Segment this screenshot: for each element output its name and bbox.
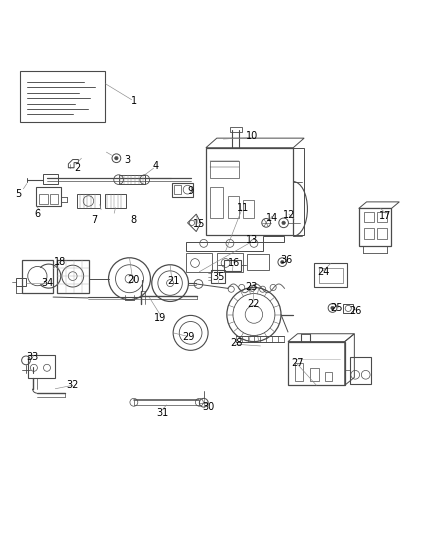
Bar [206, 148, 293, 235]
Text: 29: 29 [182, 332, 194, 342]
Text: 15: 15 [193, 219, 205, 229]
Bar [294, 364, 303, 381]
Circle shape [281, 261, 284, 264]
Text: 33: 33 [26, 352, 38, 362]
Bar [318, 268, 343, 283]
Text: 8: 8 [131, 215, 137, 225]
Bar [210, 187, 223, 217]
Bar [42, 174, 58, 184]
Bar [325, 372, 332, 381]
Text: 2: 2 [74, 163, 80, 173]
Text: 23: 23 [246, 282, 258, 292]
Text: 1: 1 [131, 95, 137, 106]
Text: 20: 20 [127, 276, 140, 286]
Bar [314, 263, 347, 287]
Text: 17: 17 [379, 211, 391, 221]
Text: 30: 30 [202, 402, 214, 412]
Bar [224, 260, 241, 271]
Text: 31: 31 [156, 408, 168, 418]
Bar [350, 357, 371, 384]
Bar [359, 208, 392, 246]
Bar [364, 212, 374, 222]
Text: 11: 11 [237, 203, 249, 213]
Bar [243, 200, 254, 217]
Bar [217, 253, 243, 272]
Text: 7: 7 [92, 215, 98, 225]
Bar [57, 260, 89, 293]
Bar [210, 161, 239, 179]
Text: 22: 22 [247, 298, 260, 309]
Bar [16, 278, 25, 286]
Circle shape [331, 306, 334, 310]
Text: 10: 10 [246, 131, 258, 141]
Bar [211, 270, 225, 283]
Bar [21, 260, 53, 293]
Text: 28: 28 [230, 338, 243, 348]
Bar [119, 175, 145, 184]
Bar [172, 183, 193, 197]
Bar [105, 195, 127, 207]
Circle shape [115, 157, 118, 160]
Text: 9: 9 [187, 187, 194, 196]
Bar [36, 187, 60, 206]
Bar [377, 212, 387, 222]
Text: 26: 26 [350, 306, 362, 316]
Bar [39, 195, 48, 204]
Bar [28, 355, 55, 378]
Bar [228, 196, 239, 217]
Text: 25: 25 [331, 303, 343, 313]
Text: 12: 12 [283, 211, 295, 221]
Text: 24: 24 [318, 267, 330, 277]
Text: 21: 21 [167, 276, 179, 286]
Text: 13: 13 [246, 235, 258, 245]
Bar [77, 195, 100, 207]
Bar [310, 368, 318, 381]
Bar [174, 185, 180, 195]
Bar [288, 342, 345, 385]
Text: 32: 32 [67, 380, 79, 390]
Text: 6: 6 [35, 209, 41, 219]
Text: 27: 27 [291, 358, 304, 368]
Text: 3: 3 [124, 155, 131, 165]
Bar [186, 253, 212, 272]
Text: 35: 35 [212, 272, 224, 282]
Text: 19: 19 [154, 313, 166, 323]
Text: 34: 34 [42, 278, 54, 288]
Bar [50, 195, 58, 204]
Bar [230, 127, 242, 133]
Bar [343, 304, 353, 313]
Text: 14: 14 [266, 214, 279, 223]
Text: 5: 5 [15, 189, 21, 199]
Text: 16: 16 [228, 258, 240, 268]
Bar [247, 254, 269, 270]
Bar [20, 71, 106, 123]
Text: 36: 36 [281, 255, 293, 265]
Text: 18: 18 [53, 257, 66, 267]
Bar [364, 228, 374, 239]
Bar [377, 228, 387, 239]
Text: 4: 4 [152, 161, 159, 171]
Circle shape [282, 221, 286, 224]
